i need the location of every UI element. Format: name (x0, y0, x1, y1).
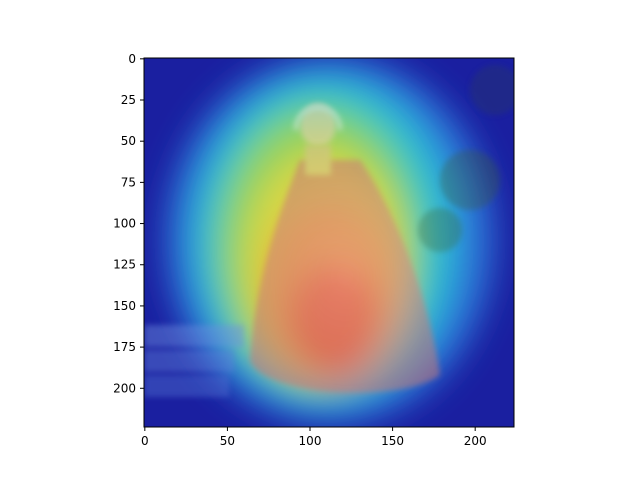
x-tick-label: 50 (220, 434, 235, 448)
photo-figure (250, 103, 440, 393)
y-tick-label: 200 (113, 381, 136, 395)
x-tick-label: 100 (299, 434, 322, 448)
y-axis: 0 25 50 75 100 125 150 175 200 (113, 52, 144, 395)
y-tick-label: 0 (128, 52, 136, 66)
y-tick-label: 75 (121, 175, 136, 189)
image-area (144, 58, 514, 427)
y-tick-label: 150 (113, 299, 136, 313)
x-tick-label: 150 (381, 434, 404, 448)
x-axis: 0 50 100 150 200 (141, 427, 487, 448)
photo-foliage (418, 65, 514, 252)
y-tick-label: 125 (113, 258, 136, 272)
x-tick-label: 200 (464, 434, 487, 448)
y-tick-label: 100 (113, 217, 136, 231)
axes-frame (143, 57, 515, 428)
photo-steps (144, 325, 244, 397)
y-tick-label: 50 (121, 134, 136, 148)
y-tick-label: 175 (113, 340, 136, 354)
y-tick-label: 25 (121, 93, 136, 107)
x-tick-label: 0 (141, 434, 149, 448)
